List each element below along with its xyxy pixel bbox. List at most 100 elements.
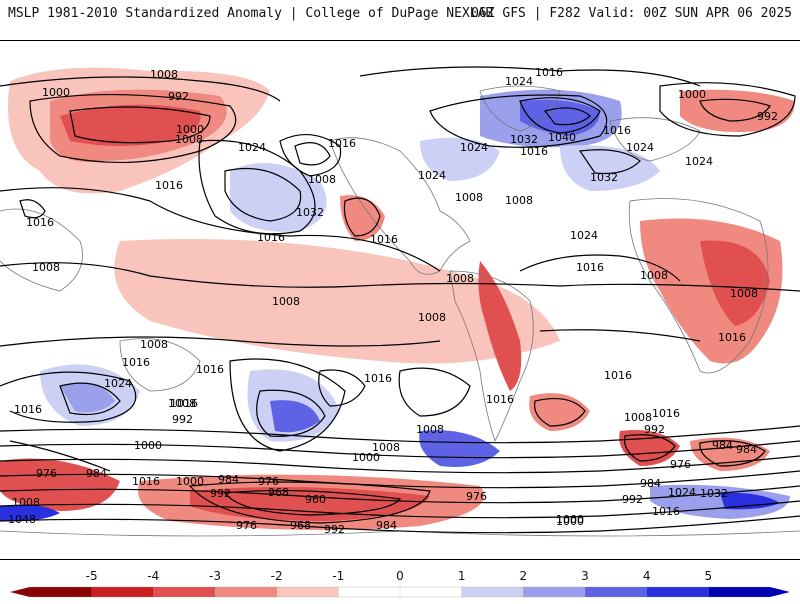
isobar-label: 1024 [418, 169, 446, 182]
isobar-label: 1024 [238, 141, 266, 154]
anomaly-se-corner-core [720, 492, 780, 510]
isobar-label: 960 [305, 493, 326, 506]
colorbar-segment [461, 586, 524, 598]
colorbar-segment [399, 586, 463, 598]
isobar-label: 984 [86, 467, 107, 480]
isobar [0, 187, 441, 272]
isobar-label: 1000 [678, 88, 706, 101]
isobar [256, 389, 326, 437]
colorbar-segment [91, 586, 154, 598]
isobar [0, 455, 800, 474]
isobar [0, 500, 800, 519]
isobar [429, 94, 608, 148]
colorbar-tick-label: -1 [332, 569, 344, 583]
isobar-label: 1032 [590, 171, 618, 184]
isobar [659, 82, 796, 137]
map-canvas: 1008 1000 992 1000 1008 1016 1024 1032 1… [0, 66, 800, 537]
colorbar: -5 -4 -3 -2 -1 0 1 2 3 4 5 [0, 562, 800, 600]
colorbar-segment [584, 586, 648, 598]
isobar-label: 1032 [700, 487, 728, 500]
isobar-label: 1016 [535, 66, 563, 79]
isobar [279, 133, 342, 177]
colorbar-segment [153, 586, 216, 598]
coastline-north-america [329, 137, 471, 275]
anomaly-north-pacific-center [60, 104, 201, 146]
colorbar-segment [646, 586, 709, 598]
isobar-label: 1008 [140, 338, 168, 351]
isobar-label: 1008 [168, 397, 196, 410]
anomaly-equatorial [114, 239, 561, 364]
isobar [0, 76, 281, 102]
isobar-label: 1024 [685, 155, 713, 168]
isobar-label: 1008 [640, 269, 668, 282]
isobar [0, 440, 800, 459]
isobar-label: 1008 [272, 295, 300, 308]
isobar-label: 992 [324, 523, 345, 536]
colorbar-tick-label: 4 [643, 569, 651, 583]
isobar-labels: 1008 1000 992 1000 1008 1016 1024 1032 1… [8, 66, 778, 536]
anomaly-africa-core [700, 240, 770, 326]
isobar-label: 984 [640, 477, 661, 490]
coastline-africa [628, 198, 769, 374]
isobar [29, 94, 237, 164]
colorbar-segment [338, 586, 401, 598]
anomaly-fills [0, 67, 795, 530]
isobar-label: 992 [168, 90, 189, 103]
coastline-south-america [449, 270, 534, 443]
isobar-label: 1016 [520, 145, 548, 158]
isobar-label: 1016 [122, 356, 150, 369]
isobar-label: 1032 [510, 133, 538, 146]
isobar-label: 1016 [170, 397, 198, 410]
coastline-antarctica [0, 530, 800, 537]
isobar [188, 481, 431, 524]
isobar-label: 992 [210, 487, 231, 500]
isobar-label: 1008 [372, 441, 400, 454]
isobar-label: 976 [670, 458, 691, 471]
isobar-label: 1016 [604, 369, 632, 382]
anomaly-map: 1008 1000 992 1000 1008 1016 1024 1032 1… [0, 40, 800, 560]
isobar-label: 992 [622, 493, 643, 506]
isobar [623, 434, 676, 462]
isobar-label: 976 [258, 475, 279, 488]
colorbar-segment [29, 586, 93, 598]
isobar-label: 1024 [668, 486, 696, 499]
colorbar-segment [708, 586, 771, 598]
anomaly-south-pacific-west-core [60, 383, 115, 413]
isobar [699, 440, 766, 467]
colorbar-tick-label: -2 [271, 569, 283, 583]
isobar [59, 382, 121, 416]
anomaly-central-pacific [340, 195, 385, 241]
isobar-label: 1008 [150, 68, 178, 81]
isobar [578, 149, 641, 175]
colorbar-tick-label: 5 [705, 569, 713, 583]
colorbar-left-arrow [10, 587, 30, 597]
isobar [343, 197, 381, 237]
isobar-label: 1008 [416, 423, 444, 436]
isobar-label: 1000 [556, 515, 584, 528]
isobar [0, 470, 800, 489]
isobar-label: 1000 [176, 475, 204, 488]
colorbar-tick-label: 2 [520, 569, 528, 583]
colorbar-segment [214, 586, 278, 598]
anomaly-sw-corner [0, 458, 120, 511]
isobar-label: 1008 [730, 287, 758, 300]
isobar-label: 1008 [308, 173, 336, 186]
isobar [294, 142, 331, 166]
map-title: MSLP 1981-2010 Standardized Anomaly | Co… [8, 6, 494, 21]
isobar-label: 992 [172, 413, 193, 426]
colorbar-canvas: -5 -4 -3 -2 -1 0 1 2 3 4 5 [10, 569, 790, 598]
isobar-label: 1016 [370, 233, 398, 246]
isobar-label: 1016 [486, 393, 514, 406]
anomaly-andes [478, 261, 522, 391]
isobar [0, 425, 800, 444]
isobar [0, 262, 800, 292]
anomaly-sw-corner-blue [0, 504, 60, 522]
isobar-label: 968 [268, 486, 289, 499]
isobar-label: 1024 [505, 75, 533, 88]
isobar-label: 992 [644, 423, 665, 436]
model-valid-time: 06Z GFS | F282 Valid: 00Z SUN APR 06 202… [471, 6, 792, 21]
isobar-label: 976 [236, 519, 257, 532]
colorbar-tick-label: 3 [581, 569, 589, 583]
colorbar-segment [276, 586, 339, 598]
isobar [223, 489, 402, 516]
